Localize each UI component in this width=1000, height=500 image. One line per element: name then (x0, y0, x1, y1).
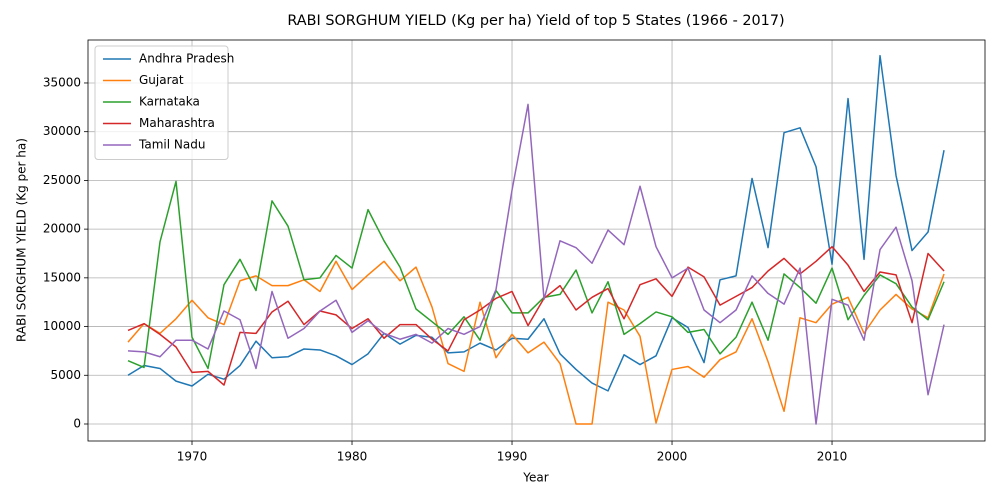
y-tick-label: 35000 (43, 75, 81, 89)
legend-label: Gujarat (139, 73, 184, 87)
legend: Andhra Pradesh Gujarat Karnataka Maharashtr… (94, 45, 234, 160)
y-tick-label: 0 (73, 416, 81, 430)
chart-title: RABI SORGHUM YIELD (Kg per ha) Yield of … (287, 13, 784, 29)
series-line (127, 103, 945, 425)
y-tick-label: 25000 (43, 173, 81, 187)
y-tick-label: 5000 (50, 368, 81, 382)
y-tick-label: 30000 (43, 124, 81, 138)
legend-label: Karnataka (139, 95, 200, 109)
y-axis-label: RABI SORGHUM YIELD (Kg per ha) (15, 138, 29, 342)
series-line (127, 260, 945, 425)
x-tick-label: 2010 (817, 450, 848, 464)
lines (127, 54, 945, 425)
plot-frame (87, 39, 986, 442)
x-tick-label: 1970 (177, 450, 208, 464)
axes: 1970 1980 1990 2000 2010 0 5000 10000 15000 20000… (43, 75, 847, 463)
y-tick-label: 10000 (43, 319, 81, 333)
y-tick-label: 15000 (43, 270, 81, 284)
x-tick-label: 1990 (497, 450, 528, 464)
legend-box (94, 45, 229, 160)
legend-label: Andhra Pradesh (139, 52, 234, 66)
x-tick-label: 2000 (657, 450, 688, 464)
series-line (127, 180, 945, 370)
x-axis-label: Year (522, 471, 548, 485)
legend-label: Tamil Nadu (138, 138, 205, 152)
x-tick-label: 1980 (337, 450, 368, 464)
series-line (127, 54, 945, 392)
legend-label: Maharashtra (139, 116, 215, 130)
series-line (127, 245, 945, 386)
y-tick-label: 20000 (43, 222, 81, 236)
